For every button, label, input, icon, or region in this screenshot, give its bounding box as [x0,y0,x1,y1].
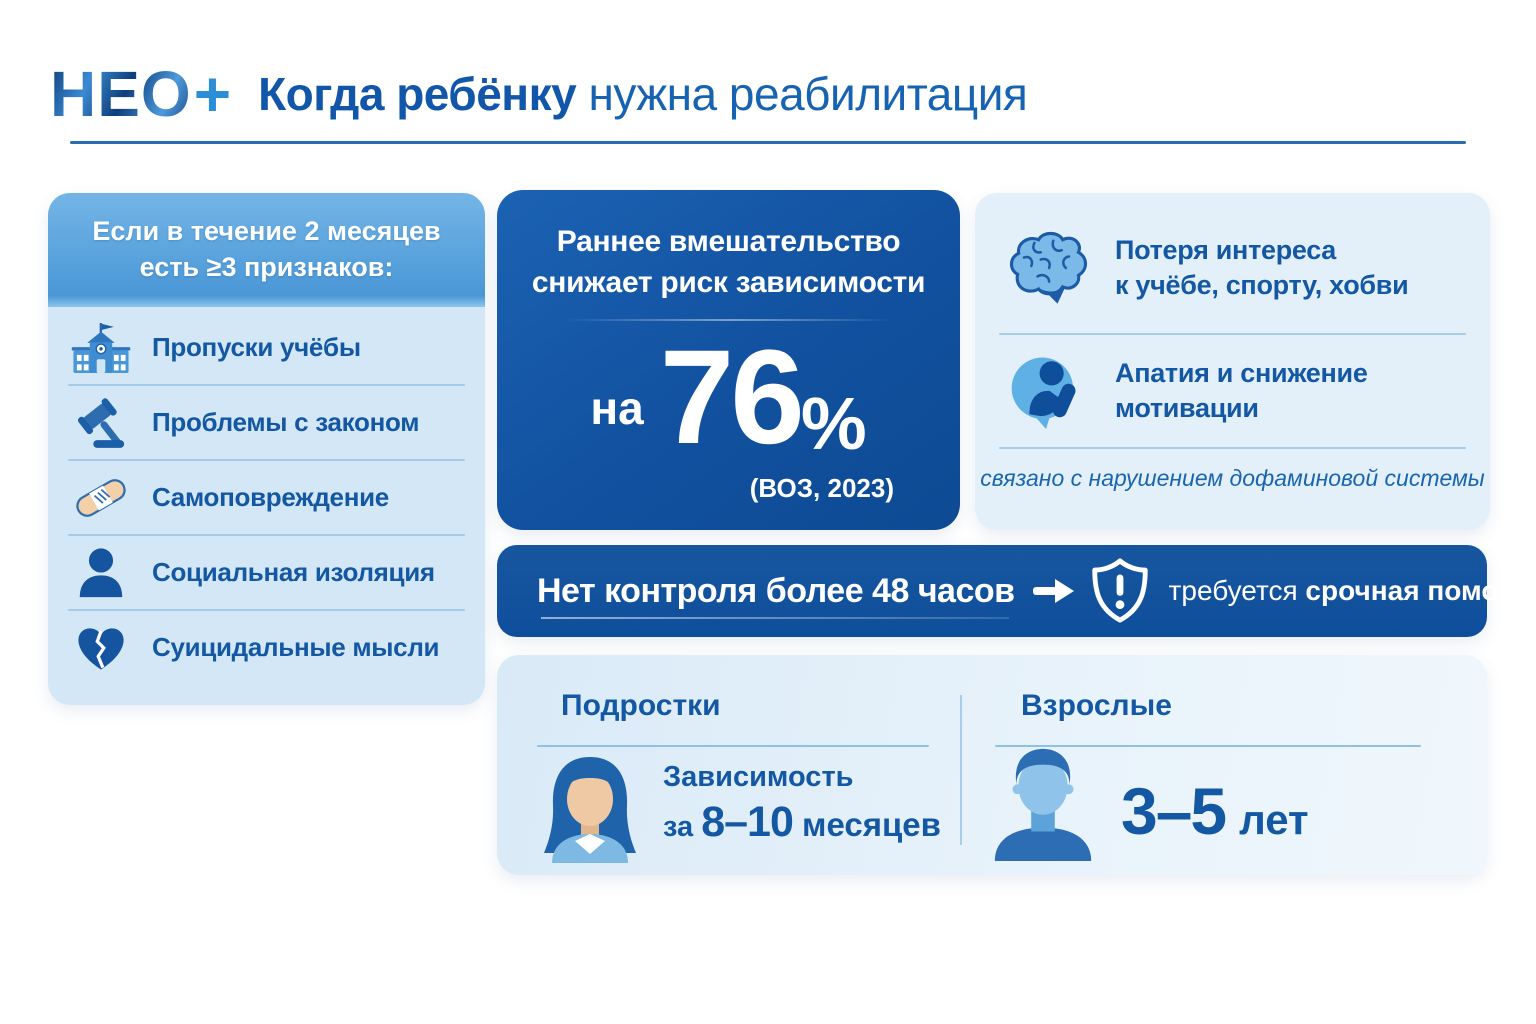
stat-value: на 76 % [497,323,960,465]
list-item-label: Проблемы с законом [152,407,420,437]
list-divider [999,333,1466,335]
adults-underline [995,745,1421,747]
stat-prefix: на [590,382,644,434]
teens-duration-value: 8–10 [701,798,794,846]
alert-underline [541,617,1009,619]
stat-heading-line2: снижает риск зависимости [531,265,926,299]
teens-text: Зависимость за 8–10 месяцев [663,761,941,847]
list-item: Самоповреждение [48,461,485,534]
arrow-right-icon [1032,577,1075,605]
stat-heading-line1: Раннее вмешательство [556,225,901,258]
apathy-icon [1001,351,1093,431]
teens-line2-prefix: за [663,811,702,843]
page-title-bold: Когда ребёнку [258,68,577,120]
list-item-label: Потеря интереса к учёбе, спорту, хобви [1115,233,1409,303]
adults-duration-unit: лет [1239,796,1309,843]
alert-banner: Нет контроля более 48 часов требуется ср… [497,545,1536,637]
stat-panel: Раннее вмешательство снижает риск зависи… [497,190,960,530]
list-item: Проблемы с законом [48,386,485,459]
adults-duration-value: 3–5 [1121,774,1227,848]
list-item: Потеря интереса к учёбе, спорту, хобви [975,203,1490,333]
logo-text: НЕО [50,58,192,130]
criteria-panel: Если в течение 2 месяцев есть ≥3 признак… [48,193,485,705]
stat-number: 76 [659,323,805,472]
symptoms-panel: Потеря интереса к учёбе, спорту, хобви А… [975,193,1490,530]
alert-consequence-bold: срочная помощь [1305,575,1536,606]
logo-plus-icon: + [193,58,233,130]
alert-consequence-prefix: требуется [1168,575,1306,606]
alert-consequence: требуется срочная помощь [1169,575,1536,607]
criteria-list: Пропуски учёбы Проблемы с законом [48,307,485,684]
list-divider [68,609,465,611]
timeline-vertical-divider [960,695,962,845]
broken-heart-icon [68,622,134,674]
symptom-line1: Потеря интереса [1115,234,1337,265]
list-divider [999,447,1466,449]
list-item: Пропуски учёбы [48,311,485,384]
page-title: Когда ребёнку нужна реабилитация [258,67,1028,121]
criteria-header-line1: Если в течение 2 месяцев [92,216,441,246]
list-item-label: Суицидальные мысли [152,632,440,662]
gavel-icon [68,395,134,451]
criteria-panel-header: Если в течение 2 месяцев есть ≥3 признак… [48,193,485,307]
list-item-label: Апатия и снижение мотивации [1115,356,1368,426]
adults-text: 3–5 лет [1121,773,1309,849]
teens-line2: за 8–10 месяцев [663,798,941,847]
stat-source: (ВОЗ, 2023) [749,473,894,503]
alert-condition: Нет контроля более 48 часов [537,571,1015,610]
header-divider [70,141,1466,144]
list-divider [68,534,465,536]
adult-man-avatar [979,743,1107,866]
page-header: НЕО + Когда ребёнку нужна реабилитация [50,52,1028,136]
school-icon [68,320,134,376]
teens-line1: Зависимость [663,761,854,793]
neo-plus-logo: НЕО + [50,57,232,131]
person-icon [68,546,134,600]
adults-title: Взрослые [1021,689,1172,722]
list-item-label: Самоповреждение [152,482,389,512]
stat-divider [563,319,894,321]
teen-girl-avatar [529,753,651,868]
bandage-icon [68,472,134,524]
symptom-line2: мотивации [1115,393,1259,423]
criteria-header-line2: есть ≥3 признаков: [139,252,394,283]
shield-exclamation-icon [1089,557,1151,625]
list-item: Апатия и снижение мотивации [975,335,1490,447]
stat-percent-sign: % [800,382,867,465]
teens-title: Подростки [561,689,721,722]
symptom-line2: к учёбе, спорту, хобви [1115,270,1409,300]
list-item: Суицидальные мысли [48,611,485,684]
symptom-line1: Апатия и снижение [1115,357,1368,388]
page-title-regular: нужна реабилитация [576,68,1028,120]
list-item-label: Социальная изоляция [152,557,435,587]
list-item-label: Пропуски учёбы [152,332,361,362]
symptoms-footnote: связано с нарушением дофаминовой системы [980,465,1485,491]
list-item: Социальная изоляция [48,536,485,609]
stat-heading: Раннее вмешательство снижает риск зависи… [497,222,960,303]
list-divider [68,459,465,461]
timeline-panel: Подростки Зависимость за 8–10 месяцев Вз… [497,655,1487,875]
teens-underline [537,745,929,747]
list-divider [68,384,465,386]
teens-duration-unit: месяцев [792,806,941,843]
brain-icon [1001,230,1093,306]
